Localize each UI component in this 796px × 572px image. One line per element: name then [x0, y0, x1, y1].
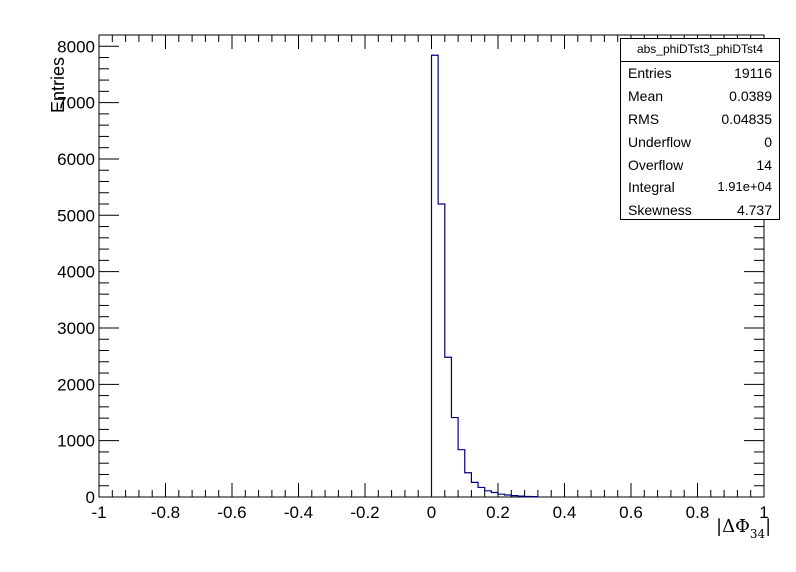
stats-row-underflow: Underflow 0 [621, 131, 779, 154]
y-axis-ticks [99, 34, 764, 498]
stats-value: 1.91e+04 [717, 179, 772, 195]
x-tick-label: -0.2 [350, 503, 379, 522]
x-tick-label: -1 [91, 503, 106, 522]
x-tick-label: 0.6 [619, 503, 643, 522]
stats-title: abs_phiDTst3_phiDTst4 [621, 39, 779, 62]
stats-row-skewness: Skewness 4.737 [621, 199, 779, 222]
stats-label: Entries [628, 65, 672, 81]
y-tick-label: 7000 [57, 94, 95, 113]
x-tick-label: 0.4 [553, 503, 577, 522]
x-tick-label: 0.2 [486, 503, 510, 522]
stats-row-rms: RMS 0.04835 [621, 108, 779, 131]
x-tick-label: 1 [759, 503, 768, 522]
stats-row-mean: Mean 0.0389 [621, 85, 779, 108]
stats-label: Integral [628, 179, 675, 196]
x-tick-label: -0.6 [217, 503, 246, 522]
stats-row-overflow: Overflow 14 [621, 154, 779, 177]
stats-value: 0.0389 [729, 87, 772, 104]
x-tick-label: 0 [427, 503, 436, 522]
y-axis-tick-labels: 0 1000 2000 3000 4000 5000 6000 7000 8000 [57, 37, 95, 507]
y-tick-label: 5000 [57, 206, 95, 225]
stats-value: 4.737 [736, 202, 772, 219]
histogram-series [430, 54, 539, 498]
y-tick-label: 0 [86, 488, 95, 507]
y-axis-title: Entries [48, 57, 68, 113]
stats-label: RMS [628, 110, 660, 127]
stats-value: 0.04835 [721, 110, 772, 127]
y-tick-label: 6000 [57, 150, 95, 169]
y-tick-label: 2000 [57, 375, 95, 394]
x-tick-label: 0.8 [686, 503, 710, 522]
stats-label: Mean [628, 87, 664, 104]
y-tick-label: 4000 [57, 263, 95, 282]
stats-label: Skewness [628, 202, 692, 219]
stats-row-entries: Entries 19116 [621, 62, 779, 85]
x-axis-title: |ΔΦ34| [716, 516, 771, 541]
y-tick-label: 1000 [57, 432, 95, 451]
stats-value: 19116 [734, 65, 772, 81]
x-tick-label: -0.4 [284, 503, 313, 522]
stats-row-integral: Integral 1.91e+04 [621, 176, 779, 199]
stats-label: Overflow [628, 156, 684, 173]
y-tick-label: 8000 [57, 37, 95, 56]
x-axis-tick-labels: -1 -0.8 -0.6 -0.4 -0.2 0 0.2 0.4 0.6 0.8 1 [91, 503, 768, 522]
statistics-box: abs_phiDTst3_phiDTst4 Entries 19116 Mean 0… [620, 38, 780, 220]
stats-label: Underflow [628, 133, 692, 150]
y-tick-label: 3000 [57, 319, 95, 338]
stats-value: 0 [764, 133, 772, 150]
x-tick-label: -0.8 [151, 503, 180, 522]
stats-value: 14 [756, 156, 772, 173]
